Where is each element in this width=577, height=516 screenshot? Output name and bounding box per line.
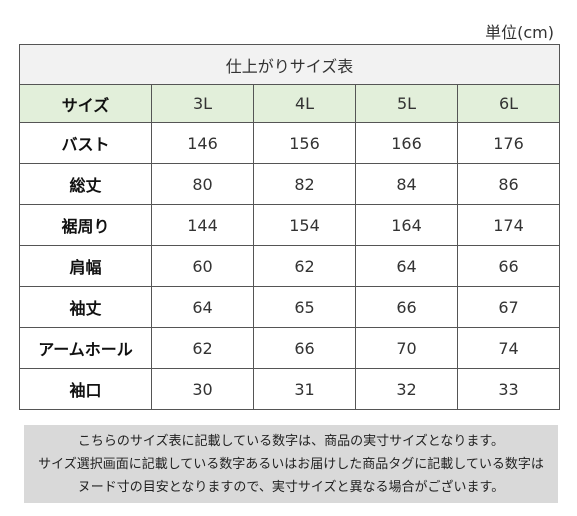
- size-header-cell: 6L: [456, 84, 561, 123]
- row-label: 裾周り: [19, 204, 152, 246]
- size-header-cell: 5L: [355, 84, 458, 123]
- table-cell: 64: [151, 286, 254, 328]
- row-label: 総丈: [19, 163, 152, 205]
- table-row: バスト 146 156 166 176: [19, 122, 561, 164]
- table-cell: 80: [151, 163, 254, 205]
- row-label: 袖口: [19, 368, 152, 410]
- table-cell: 144: [151, 204, 254, 246]
- table-row: 肩幅 60 62 64 66: [19, 245, 561, 287]
- table-cell: 62: [151, 327, 254, 369]
- table-row: アームホール 62 66 70 74: [19, 327, 561, 369]
- table-cell: 66: [456, 245, 561, 287]
- table-cell: 146: [151, 122, 254, 164]
- size-table: 仕上がりサイズ表 サイズ 3L 4L 5L 6L バスト 146 156 166 176…: [18, 44, 561, 410]
- table-cell: 66: [355, 286, 458, 328]
- size-header-cell: 4L: [253, 84, 356, 123]
- table-row: 袖丈 64 65 66 67: [19, 286, 561, 328]
- table-cell: 174: [456, 204, 561, 246]
- table-cell: 64: [355, 245, 458, 287]
- row-label: バスト: [19, 122, 152, 164]
- unit-label: 単位(cm): [485, 23, 554, 42]
- table-cell: 86: [456, 163, 561, 205]
- table-cell: 66: [253, 327, 356, 369]
- table-row: 袖口 30 31 32 33: [19, 368, 561, 410]
- table-cell: 166: [355, 122, 458, 164]
- table-cell: 32: [355, 368, 458, 410]
- table-cell: 62: [253, 245, 356, 287]
- size-note: こちらのサイズ表に記載している数字は、商品の実寸サイズとなります。 サイズ選択画…: [24, 425, 558, 503]
- table-cell: 154: [253, 204, 356, 246]
- row-label: 肩幅: [19, 245, 152, 287]
- table-cell: 156: [253, 122, 356, 164]
- table-cell: 70: [355, 327, 458, 369]
- row-label: 袖丈: [19, 286, 152, 328]
- table-cell: 82: [253, 163, 356, 205]
- size-header-label: サイズ: [19, 84, 152, 123]
- table-cell: 60: [151, 245, 254, 287]
- note-line: サイズ選択画面に記載している数字あるいはお届けした商品タグに記載している数字は: [38, 456, 544, 472]
- table-cell: 74: [456, 327, 561, 369]
- table-cell: 84: [355, 163, 458, 205]
- table-cell: 31: [253, 368, 356, 410]
- note-line: ヌード寸の目安となりますので、実寸サイズと異なる場合がございます。: [77, 479, 505, 495]
- note-line: こちらのサイズ表に記載している数字は、商品の実寸サイズとなります。: [77, 433, 505, 449]
- size-header-cell: 3L: [151, 84, 254, 123]
- table-row: 総丈 80 82 84 86: [19, 163, 561, 205]
- table-title: 仕上がりサイズ表: [18, 44, 561, 85]
- row-label: アームホール: [19, 327, 152, 369]
- table-cell: 176: [456, 122, 561, 164]
- table-cell: 33: [456, 368, 561, 410]
- table-title-row: 仕上がりサイズ表: [18, 44, 561, 85]
- table-cell: 164: [355, 204, 458, 246]
- table-cell: 67: [456, 286, 561, 328]
- table-cell: 30: [151, 368, 254, 410]
- table-row: 裾周り 144 154 164 174: [19, 204, 561, 246]
- table-cell: 65: [253, 286, 356, 328]
- table-header-row: サイズ 3L 4L 5L 6L: [19, 84, 561, 123]
